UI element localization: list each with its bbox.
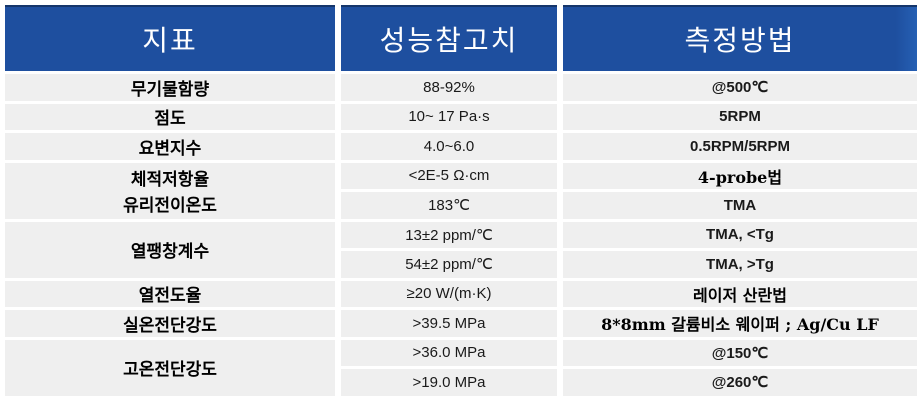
method-cell: TMA, >Tg [563,251,917,278]
method-cell: 5RPM [563,103,917,130]
value-cell: 54±2 ppm/℃ [341,251,557,278]
value-cell: >39.5 MPa [341,310,557,337]
header-reference-value: 성능참고치 [341,5,557,71]
value-cell: <2E-5 Ω·cm [341,162,557,189]
indicator-cell: 요변지수 [5,133,335,160]
header-measurement-method: 측정방법 [563,5,917,71]
value-cell: 10~ 17 Pa·s [341,103,557,130]
method-cell: TMA, <Tg [563,221,917,248]
method-cell: 0.5RPM/5RPM [563,133,917,160]
value-cell: >19.0 MPa [341,369,557,396]
indicator-cell: 열팽창계수 [5,221,335,278]
header-indicator: 지표 [5,5,335,71]
method-cell: 4-probe법 [563,162,917,189]
value-cell: ≥20 W/(m·K) [341,280,557,307]
method-cell: @500℃ [563,74,917,101]
value-cell: 183℃ [341,192,557,219]
indicator-label: 체적저항율 [130,170,210,190]
method-cell: TMA [563,192,917,219]
value-cell: 4.0~6.0 [341,133,557,160]
indicator-cell-group: 체적저항율 유리전이온도 [5,162,335,219]
method-cell: 8*8mm 갈륨비소 웨이퍼 ; Ag/Cu LF [563,310,917,337]
indicator-cell: 실온전단강도 [5,310,335,337]
value-cell: >36.0 MPa [341,339,557,366]
value-cell: 13±2 ppm/℃ [341,221,557,248]
method-cell: @260℃ [563,369,917,396]
indicator-label: 유리전이온도 [123,196,217,216]
indicator-cell: 점도 [5,103,335,130]
method-cell: 레이저 산란법 [563,280,917,307]
indicator-cell: 고온전단강도 [5,339,335,396]
spec-table: 지표 성능참고치 측정방법 무기물함량 점도 요변지수 체적저항율 유리전이온도… [5,5,917,396]
value-cell: 88-92% [341,74,557,101]
method-cell: @150℃ [563,339,917,366]
indicator-cell: 무기물함량 [5,74,335,101]
indicator-cell: 열전도율 [5,280,335,307]
